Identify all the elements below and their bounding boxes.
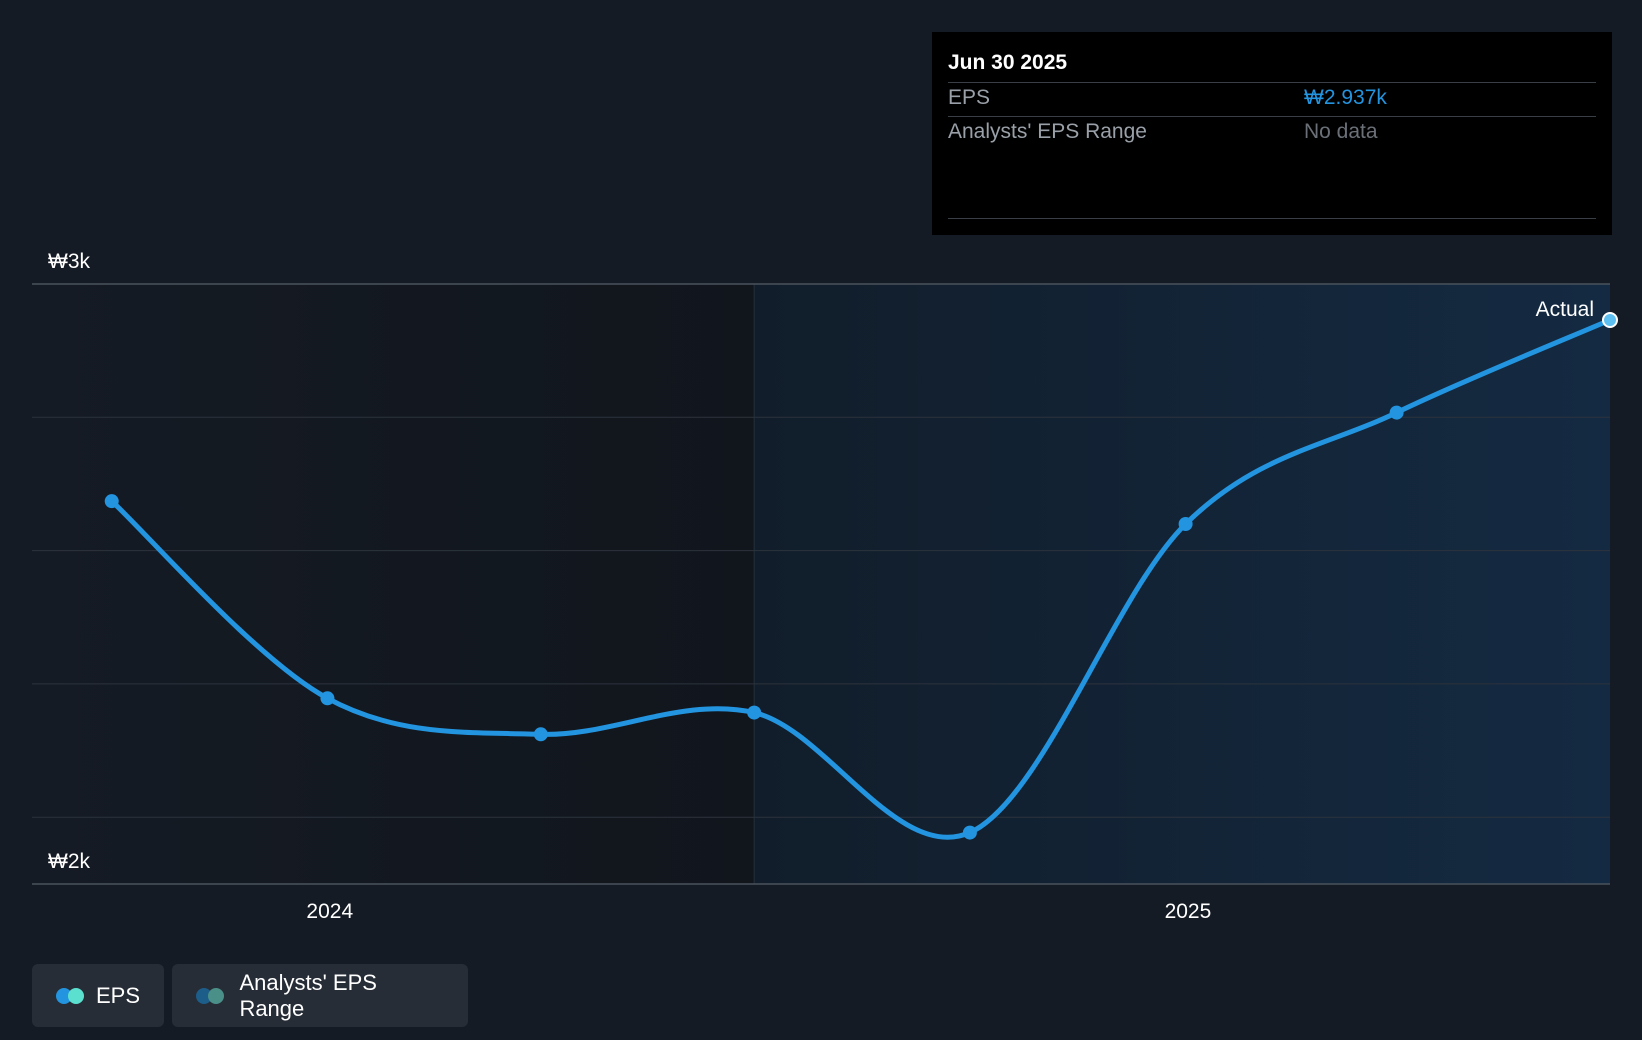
eps-data-point bbox=[1602, 312, 1618, 328]
eps-data-point bbox=[1178, 517, 1193, 531]
tooltip-eps-value: ₩2.937k bbox=[1304, 86, 1387, 109]
tooltip-divider bbox=[948, 116, 1596, 117]
tooltip: Jun 30 2025 EPS ₩2.937k Analysts' EPS Ra… bbox=[932, 32, 1612, 235]
eps-data-point bbox=[320, 691, 335, 706]
legend-label: Analysts' EPS Range bbox=[239, 969, 377, 1021]
eps-data-point bbox=[533, 727, 548, 742]
recent-region bbox=[754, 284, 1610, 884]
tooltip-divider bbox=[948, 218, 1596, 219]
x-tick-label-2024: 2024 bbox=[306, 900, 353, 923]
legend-item-eps[interactable]: EPS bbox=[32, 964, 164, 1027]
tooltip-divider bbox=[948, 82, 1596, 83]
legend-item-analysts-range[interactable]: Analysts' EPS Range bbox=[172, 964, 468, 1027]
eps-data-point bbox=[1389, 405, 1404, 420]
past-region bbox=[32, 284, 755, 884]
range-legend-icon bbox=[196, 987, 225, 1004]
x-tick-label-2025: 2025 bbox=[1165, 900, 1212, 923]
tooltip-range-label: Analysts' EPS Range bbox=[948, 120, 1147, 143]
legend-dot bbox=[208, 987, 224, 1004]
eps-data-point bbox=[747, 705, 762, 720]
tooltip-eps-label: EPS bbox=[948, 86, 991, 109]
eps-series-line bbox=[109, 317, 1613, 840]
actual-label: Actual bbox=[1536, 298, 1594, 321]
y-tick-label-top: ₩3k bbox=[48, 250, 91, 273]
tooltip-date: Jun 30 2025 bbox=[948, 51, 1068, 74]
eps-legend-icon bbox=[56, 987, 84, 1004]
y-tick-label-bottom: ₩2k bbox=[48, 850, 91, 873]
eps-data-point bbox=[962, 825, 977, 840]
eps-data-point bbox=[104, 494, 119, 509]
legend-label: EPS bbox=[95, 982, 140, 1008]
legend-dot bbox=[68, 987, 84, 1004]
tooltip-range-value: No data bbox=[1304, 120, 1378, 143]
